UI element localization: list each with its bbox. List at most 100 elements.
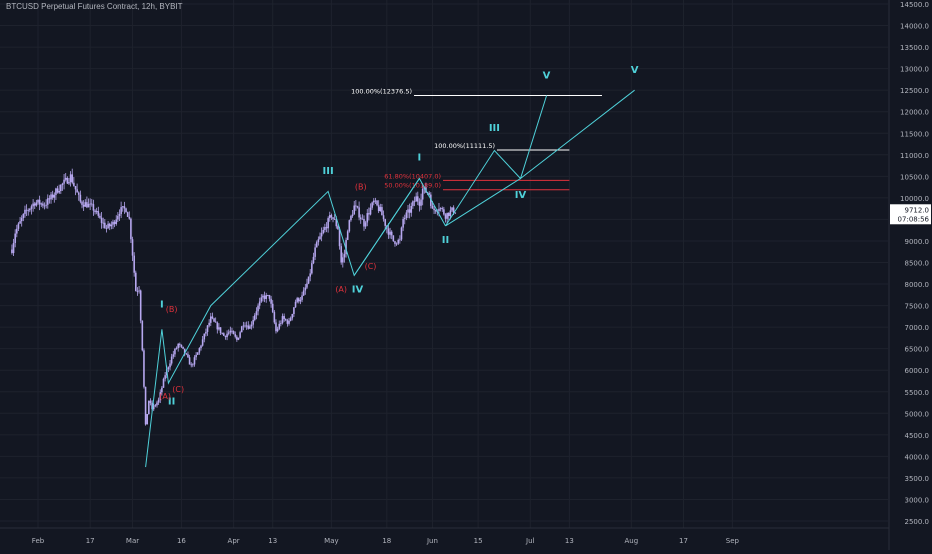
price-tick-label: 12000.0	[900, 109, 929, 117]
wave-lines-layer	[145, 89, 635, 468]
candle-body	[130, 218, 132, 240]
wave-label: (A)	[335, 285, 347, 294]
candle-body	[149, 400, 152, 403]
candle-body	[203, 333, 206, 340]
candle-body	[214, 321, 217, 323]
wave-label: II	[442, 235, 449, 246]
candle-body	[415, 196, 417, 202]
candle-body	[302, 290, 305, 296]
candle-body	[170, 356, 173, 364]
candle-body	[348, 220, 351, 232]
candle-body	[353, 205, 356, 215]
candle-body	[421, 188, 424, 200]
candle-body	[146, 414, 149, 425]
candle-body	[345, 239, 347, 255]
candle-body	[420, 199, 422, 206]
candle-body	[159, 392, 162, 400]
price-tick-label: 13000.0	[900, 66, 929, 74]
candle-body	[374, 200, 377, 202]
candle-body	[25, 209, 28, 211]
candle-body	[258, 301, 261, 306]
candle-body	[224, 335, 227, 338]
candle-body	[84, 202, 87, 207]
candle-body	[154, 405, 157, 407]
candle-body	[108, 223, 111, 227]
candle-body	[42, 203, 44, 206]
candle-body	[319, 236, 321, 240]
wave-label: (B)	[355, 183, 367, 192]
wave-line[interactable]	[445, 89, 635, 227]
candle-body	[328, 215, 331, 219]
candle-body	[271, 303, 274, 313]
price-axis[interactable]: 2500.0 3000.0 3500.0 4000.0 4500.0 5000.0 5500…	[888, 0, 932, 550]
wave-line[interactable]	[445, 95, 548, 227]
price-tick-label: 10000.0	[900, 195, 929, 203]
candle-body	[218, 327, 220, 330]
candle-body	[208, 322, 210, 326]
candle-body	[133, 255, 135, 273]
price-tick-label: 4000.0	[905, 453, 930, 461]
candle-body	[268, 295, 271, 299]
candle-body	[273, 312, 276, 323]
candle-body	[141, 320, 144, 351]
candle-body	[216, 322, 219, 330]
candle-body	[364, 222, 367, 227]
candle-body	[361, 218, 364, 220]
wave-line[interactable]	[353, 178, 420, 276]
candle-body	[330, 215, 333, 218]
candle-body	[410, 205, 413, 213]
candle-body	[405, 212, 408, 218]
candle-body	[164, 375, 166, 379]
wave-label: (C)	[172, 385, 184, 394]
candle-body	[82, 204, 85, 207]
candle-body	[379, 207, 382, 212]
candle-body	[255, 311, 258, 316]
candle-body	[317, 239, 320, 243]
candle-body	[180, 344, 183, 347]
candle-body	[294, 301, 297, 308]
candle-body	[89, 203, 91, 205]
candle-body	[428, 193, 430, 195]
grid-layer	[0, 0, 888, 528]
candle-body	[117, 216, 119, 220]
candle-body	[30, 206, 33, 209]
candle-body	[143, 350, 145, 387]
price-tick-label: 7500.0	[905, 303, 930, 311]
candle-body	[433, 208, 435, 211]
candle-body	[136, 291, 139, 292]
candle-body	[247, 325, 250, 329]
price-tick-label: 11000.0	[900, 152, 929, 160]
candle-body	[315, 242, 318, 248]
time-tick-label: 15	[474, 537, 483, 545]
candle-body	[17, 223, 20, 229]
time-axis[interactable]: Feb 17 Mar 16 Apr 13 May 18 Jun 15 Jul 13 Aug 17 Sep	[0, 527, 889, 545]
candle-body	[90, 203, 93, 205]
candle-body	[337, 226, 339, 230]
candle-body	[280, 323, 282, 324]
price-tick-label: 3500.0	[905, 475, 930, 483]
candles-layer	[11, 168, 457, 426]
time-tick-label: 17	[679, 537, 688, 545]
candle-body	[408, 209, 411, 213]
fib-level-label: 61.80%(10407.0)	[384, 172, 441, 180]
candle-body	[229, 330, 232, 333]
candle-body	[174, 348, 176, 355]
candle-body	[66, 177, 69, 184]
candle-body	[68, 181, 70, 184]
candle-body	[183, 348, 186, 354]
candle-body	[219, 327, 222, 334]
candle-body	[407, 209, 409, 213]
fib-level-label: 100.00%(12376.5)	[351, 87, 412, 95]
candle-body	[288, 320, 290, 324]
candle-body	[291, 314, 294, 319]
candle-body	[48, 198, 51, 200]
candle-body	[205, 331, 207, 334]
candle-body	[454, 212, 457, 214]
candle-body	[45, 204, 47, 206]
candle-body	[81, 201, 83, 205]
candle-body	[252, 319, 254, 325]
candle-body	[69, 174, 72, 182]
